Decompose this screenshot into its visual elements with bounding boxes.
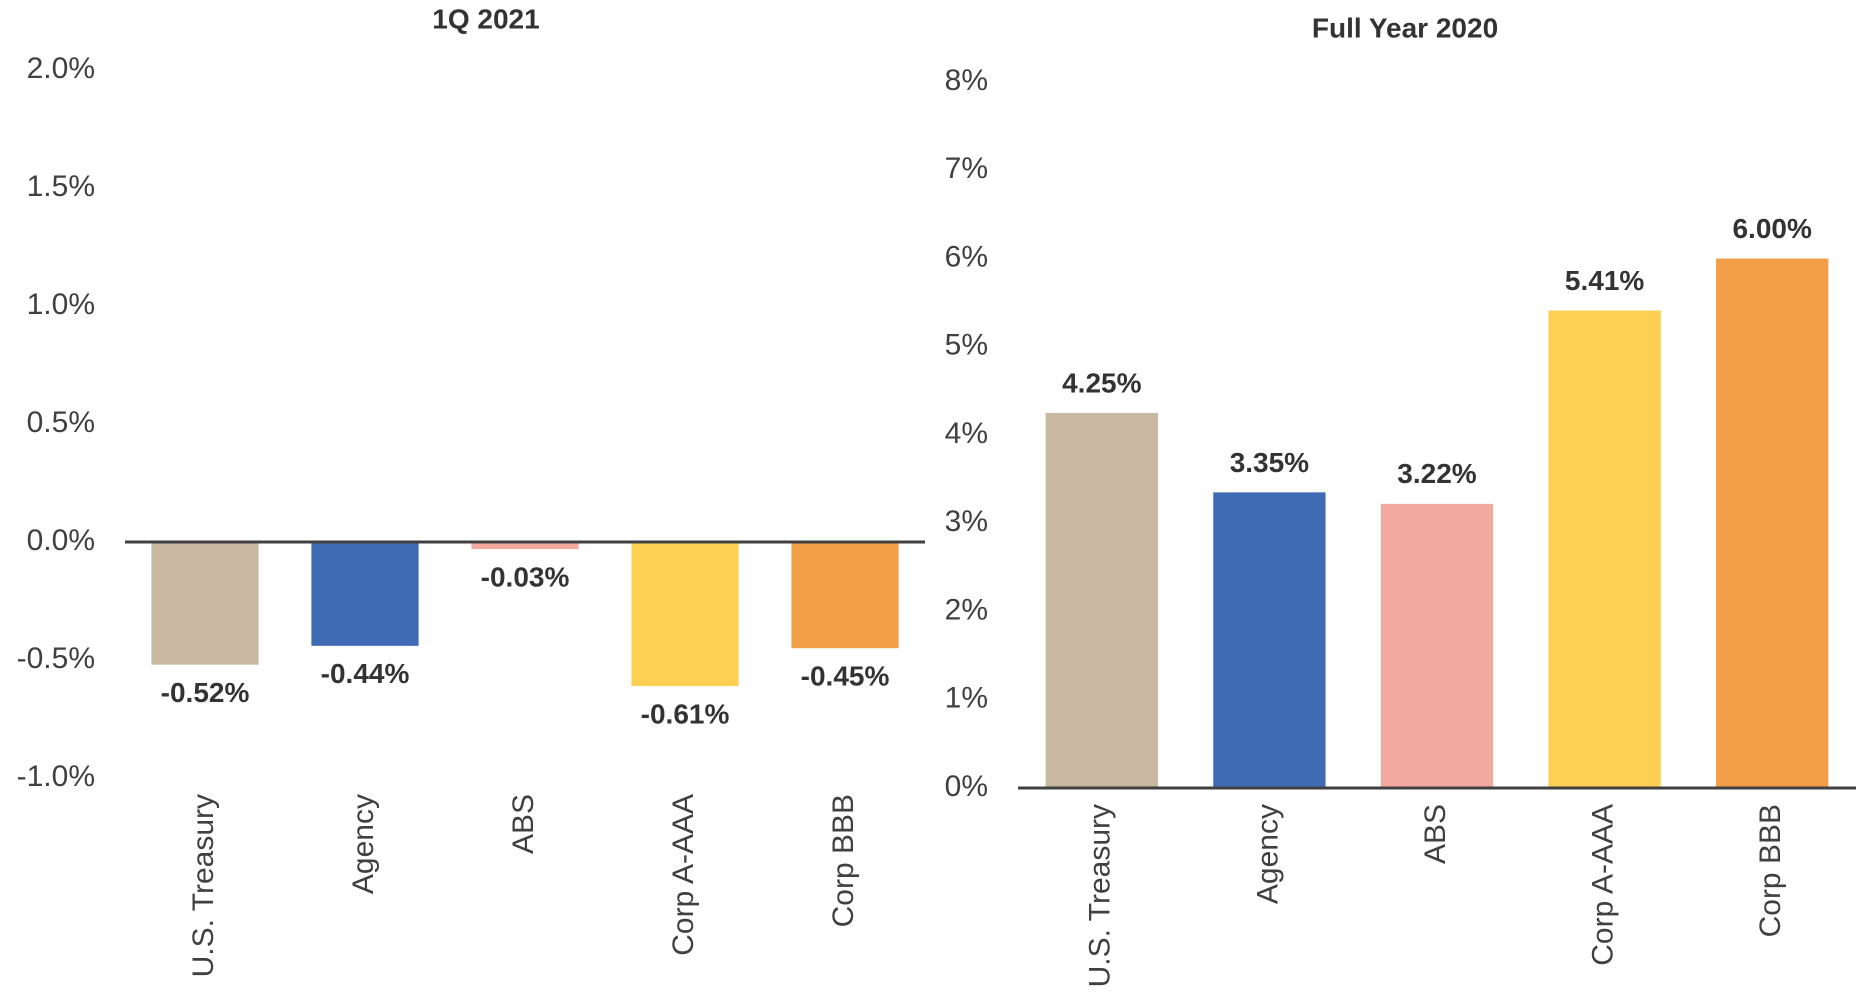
x-tick-label: ABS <box>1419 804 1452 864</box>
y-tick-label: 7% <box>945 152 988 185</box>
y-tick-label: 3% <box>945 505 988 538</box>
y-tick-label: 1.5% <box>27 170 95 203</box>
x-tick-label: Agency <box>1251 804 1284 904</box>
data-label: -0.61% <box>641 698 730 729</box>
y-tick-label: 0.0% <box>27 524 95 557</box>
x-tick-label: Corp BBB <box>827 794 860 927</box>
y-tick-label: 0% <box>945 770 988 803</box>
data-label: 4.25% <box>1062 367 1141 398</box>
x-tick-label: ABS <box>507 794 540 854</box>
bar <box>1716 258 1829 788</box>
y-tick-label: 2% <box>945 593 988 626</box>
bar <box>631 542 739 686</box>
x-tick-label: Corp A-AAA <box>1587 804 1620 966</box>
x-tick-label: Agency <box>347 794 380 894</box>
y-tick-label: 0.5% <box>27 406 95 439</box>
bar <box>1380 503 1494 788</box>
y-tick-label: 6% <box>945 240 988 273</box>
data-label: 5.41% <box>1565 265 1644 296</box>
data-label: -0.03% <box>481 561 570 592</box>
data-label: 6.00% <box>1732 213 1811 244</box>
y-tick-label: 1.0% <box>27 288 95 321</box>
chart-title: 1Q 2021 <box>432 3 539 34</box>
y-tick-label: 8% <box>945 64 988 97</box>
bar <box>1045 412 1158 788</box>
bar <box>151 542 259 665</box>
x-tick-label: Corp A-AAA <box>667 794 700 956</box>
data-label: 3.22% <box>1397 458 1476 489</box>
bar <box>311 542 419 646</box>
data-label: -0.45% <box>801 661 890 692</box>
x-tick-label: U.S. Treasury <box>1084 804 1117 987</box>
bar <box>471 542 579 550</box>
bar <box>1213 492 1326 788</box>
y-tick-label: 5% <box>945 329 988 362</box>
y-tick-label: -1.0% <box>17 760 95 793</box>
data-label: 3.35% <box>1230 447 1309 478</box>
chart-title: Full Year 2020 <box>1312 12 1498 43</box>
bar <box>791 542 899 649</box>
y-tick-label: 2.0% <box>27 52 95 85</box>
y-tick-label: -0.5% <box>17 642 95 675</box>
data-label: -0.52% <box>161 677 250 708</box>
data-label: -0.44% <box>321 658 410 689</box>
x-tick-label: U.S. Treasury <box>187 794 220 977</box>
y-tick-label: 1% <box>945 682 988 715</box>
bar <box>1548 310 1661 788</box>
x-tick-label: Corp BBB <box>1754 804 1787 937</box>
y-tick-label: 4% <box>945 417 988 450</box>
